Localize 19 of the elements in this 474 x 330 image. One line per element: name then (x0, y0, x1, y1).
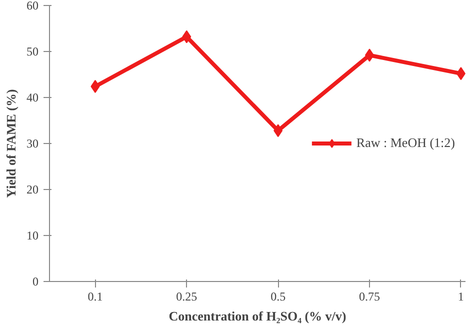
point (182, 30, 192, 44)
y-tick-label: 50 (26, 44, 38, 58)
legend-label: Raw : MeOH (1:2) (356, 135, 455, 151)
x-tick-label: 0.75 (359, 290, 380, 304)
x-tick-label: 1 (458, 290, 464, 304)
x-tick-label: 0.1 (88, 290, 103, 304)
point (456, 67, 466, 80)
y-tick-label: 30 (26, 136, 38, 150)
y-axis-title: Yield of FAME (%) (4, 89, 18, 198)
y-tick-label: 20 (26, 182, 38, 196)
y-tick-label: 60 (26, 0, 38, 12)
y-tick-label: 40 (26, 90, 38, 104)
x-tick-label: 0.5 (270, 290, 286, 304)
x-tick-label: 0.25 (176, 290, 198, 304)
x-axis-title: Concentration of H₂SO₄ (% v/v) (168, 308, 346, 324)
point (274, 124, 283, 138)
y-tick-label: 10 (26, 228, 38, 242)
point (90, 80, 100, 93)
y-tick-label: 0 (32, 274, 38, 288)
